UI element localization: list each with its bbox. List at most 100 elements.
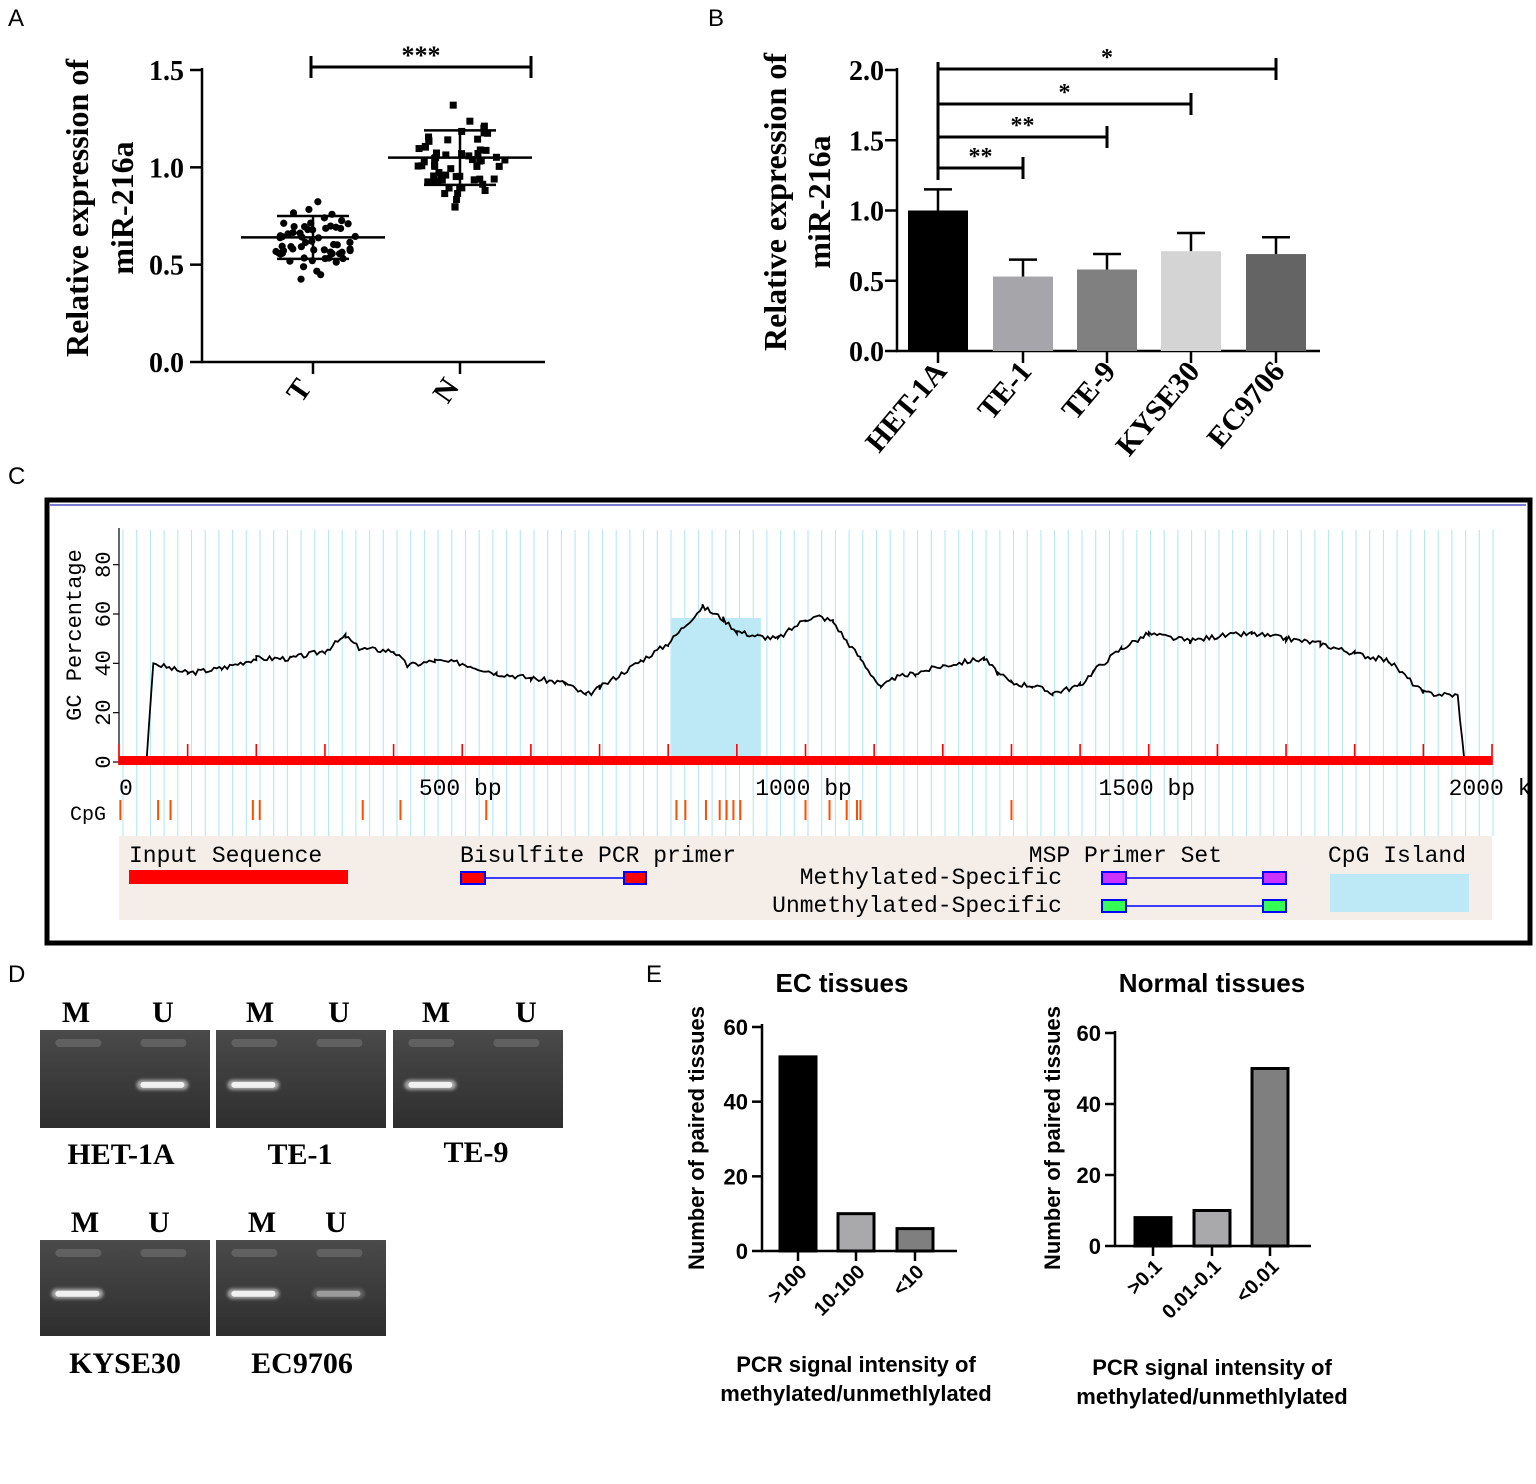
gel-lane-u-label: U [515,996,537,1029]
panel-b-ytick-label: 2.0 [849,56,884,87]
panel-a-point [453,196,461,204]
gel-band [408,1081,453,1088]
panel-b-ytick-label: 1.0 [849,197,884,228]
panel-b-ylabel-line1: Relative expression of [757,53,793,351]
panel-a-point [276,250,285,258]
panel-a-point [490,175,498,183]
gel-well [140,1249,187,1257]
panel-a-point [445,184,453,192]
legend-cpg-island: CpG Island [1328,843,1466,869]
panel-a-point [442,151,450,159]
panel-a-point [442,171,450,179]
panel-a-point [421,143,429,151]
panel-b-sig-label: ** [1011,113,1035,139]
gel-ec9706: M U EC9706 [216,1206,386,1380]
panel-e2-xtick-label: >0.1 [1123,1256,1166,1299]
panel-e1-xtick-label: >100 [764,1261,811,1308]
panel-e2-xlabel-line2: methylated/unmethlylated [1076,1384,1347,1409]
gel-lane-u-label: U [328,996,350,1029]
gel-lane-m-label: M [246,996,274,1029]
gel-sample-label: KYSE30 [69,1347,181,1380]
panel-b-ytick-label: 0.0 [849,337,884,368]
panel-a-point [451,203,459,211]
panel-label-a: A [8,5,24,32]
panel-e2-bar [1250,1067,1290,1248]
panel-a-point [420,158,428,166]
legend-unmethylated: Unmethylated-Specific [772,893,1062,919]
panel-a-point [456,183,464,191]
panel-a-point [474,149,482,157]
gel-band [140,1081,185,1088]
gel-lane-m-label: M [71,1206,99,1239]
panel-a-point [480,129,488,137]
legend-methylated: Methylated-Specific [800,865,1062,891]
legend-methylated-swatch [1101,871,1287,885]
panel-a-point [449,101,457,109]
legend-input-sequence-swatch [129,870,348,884]
panel-b-bar-het-1a [908,210,968,351]
panel-e2-xtick-label: 0.01-0.1 [1158,1256,1225,1323]
gel-band [231,1290,276,1297]
panel-label-d: D [8,961,25,988]
panel-a-point [301,238,310,247]
panel-b-bar-kyse30 [1161,251,1221,351]
panel-a-point [317,271,325,279]
panel-a-point [476,146,484,154]
panel-b-sig-label: * [1101,45,1113,71]
panel-a-xtick-label: N [426,372,466,409]
panel-e1-bar [778,1055,818,1253]
gel-well [408,1039,455,1047]
panel-c-xtick-label: 500 bp [419,776,502,802]
gel-band-glow [312,1288,365,1299]
gc-percentage-line [119,603,1479,763]
gel-band [55,1290,100,1297]
panel-a-ytick-label: 1.0 [149,153,184,184]
panel-c-ytick-label: 20 [92,699,117,725]
panel-e1-xtick-label: 10-100 [810,1261,870,1321]
panel-a-point [287,243,295,251]
panel-c-xtick-label: 2000 k [1449,776,1532,802]
panel-a-point [432,149,440,157]
panel-a-point [465,152,473,160]
panel-d-gels: M U HET-1A M U TE-1 M U TE-9 M U KYSE30 M U EC9706 [40,996,563,1380]
gel-lane-u-label: U [325,1206,347,1239]
panel-a-point [444,136,452,144]
gel-well [140,1039,187,1047]
panel-a-point [447,165,455,173]
panel-c-ytick-label: 0 [92,755,117,768]
panel-b-bar-chart: Relative expression of miR-216a 0.0 0.5 1.… [757,45,1320,462]
panel-b-xtick-label: TE-1 [971,355,1038,426]
gel-well [493,1039,540,1047]
panel-e1-xtick-label: <10 [889,1261,929,1301]
gel-well [231,1039,278,1047]
panel-e2-bar [1192,1209,1232,1248]
panel-b-xtick-label: KYSE30 [1109,355,1206,462]
panel-a-point [418,162,426,170]
gel-kyse30: M U KYSE30 [40,1206,210,1380]
legend-msp-primer-set: MSP Primer Set [1029,843,1222,869]
gel-band [316,1290,361,1297]
panel-a-point [476,175,484,183]
gel-well [316,1249,363,1257]
panel-a-point [438,176,446,184]
panel-e1-ylabel: Number of paired tissues [684,1006,709,1270]
panel-a-point [431,161,439,169]
cpg-row-label: CpG [70,804,106,827]
panel-a-point [338,216,346,225]
panel-e2-ytick-label: 20 [1077,1163,1101,1188]
panel-e1-xlabel-line1: PCR signal intensity of [736,1352,976,1377]
legend-input-sequence: Input Sequence [129,843,322,869]
panel-e1-xlabel-line2: methylated/unmethlylated [720,1381,991,1406]
legend-cpg-island-swatch [1330,874,1469,912]
panel-b-ytick-label: 1.5 [849,126,884,157]
gel-band [231,1081,276,1088]
panel-a-xtick-label: T [280,373,319,408]
panel-a-point [415,145,423,153]
panel-a-point [454,190,462,198]
panel-e1-ytick-label: 40 [724,1090,748,1115]
panel-a-point [480,124,488,132]
panel-a-point [425,137,433,145]
panel-a-point [326,222,335,230]
legend-bisulfite-primer-swatch [460,871,647,885]
panel-e2-xtick-label: <0.01 [1232,1256,1283,1307]
